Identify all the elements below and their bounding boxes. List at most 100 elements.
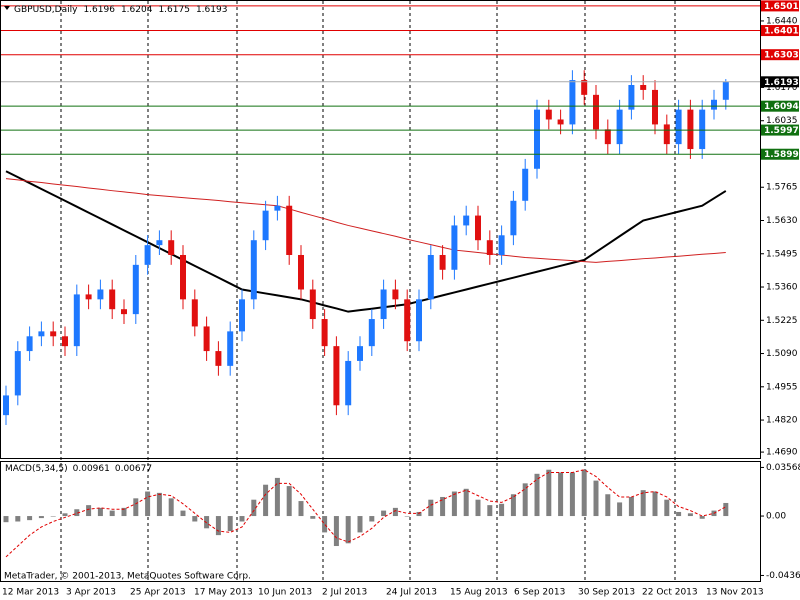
macd-bar — [487, 505, 493, 517]
macd-bar — [404, 516, 410, 517]
candle-body — [545, 109, 552, 120]
level-label-box — [761, 124, 799, 136]
macd-bar — [50, 516, 56, 517]
macd-bar — [593, 480, 599, 517]
y-tick-label: 1.6440 — [766, 16, 798, 26]
y-tick-label: 1.4690 — [766, 448, 798, 458]
candle-body — [62, 336, 68, 347]
moving-average — [5, 170, 727, 313]
macd-bar — [109, 510, 115, 517]
candle-body — [262, 210, 269, 241]
candle-body — [510, 200, 517, 236]
candle-body — [687, 109, 694, 150]
macd-bar — [723, 502, 729, 517]
macd-bar — [27, 516, 33, 521]
macd-header: MACD(5,34,5) 0.00961 0.00677 — [5, 464, 152, 474]
y-tick-label: 1.6170 — [766, 83, 798, 93]
y-tick-label: -0.0436 — [766, 571, 800, 581]
macd-bar — [227, 516, 233, 532]
macd-bar — [428, 499, 434, 517]
macd-value: 0.00961 — [73, 464, 110, 474]
candle-body — [215, 351, 222, 366]
candle-body — [427, 254, 434, 300]
macd-bar — [558, 472, 564, 517]
macd-bar — [640, 490, 646, 517]
macd-bar — [652, 491, 658, 517]
candle-body — [191, 299, 198, 327]
candle-body — [14, 351, 21, 396]
macd-bar — [133, 498, 139, 517]
date-tick-label: 6 Sep 2013 — [514, 588, 565, 598]
date-tick-label: 3 Apr 2013 — [66, 588, 116, 598]
candle-body — [180, 254, 186, 300]
candle-body — [534, 109, 540, 169]
candle-body — [404, 299, 411, 342]
macd-bar — [534, 473, 540, 517]
y-tick-label: 1.5225 — [766, 316, 798, 326]
macd-bar — [74, 509, 80, 517]
candle-body — [286, 205, 293, 255]
candle-body — [203, 326, 210, 352]
y-tick-label: 1.5495 — [766, 249, 798, 259]
macd-bar — [97, 507, 103, 517]
macd-bar — [180, 510, 186, 517]
candle-body — [380, 289, 387, 320]
candle-body — [250, 240, 257, 300]
level-label: 1.6401 — [764, 27, 799, 37]
macd-bar — [322, 516, 328, 533]
candle-body — [239, 299, 245, 332]
candle-body — [368, 319, 375, 347]
macd-bar — [475, 499, 481, 517]
macd-bar — [451, 491, 457, 517]
date-tick-label: 24 Jul 2013 — [386, 588, 437, 598]
header-value: 1.6175 — [158, 5, 190, 15]
macd-bar — [345, 516, 351, 544]
macd-bar — [569, 472, 575, 517]
candle-body — [357, 346, 363, 361]
macd-bar — [381, 510, 387, 517]
macd-bar — [215, 516, 221, 536]
macd-bar — [145, 491, 151, 517]
macd-bar — [251, 499, 257, 517]
candle-body — [569, 80, 576, 125]
macd-bar — [333, 516, 339, 547]
candle-body — [439, 254, 446, 270]
vertical-grid — [60, 1, 676, 581]
macd-bar — [286, 486, 292, 517]
candle-body — [132, 264, 139, 315]
candle-body — [475, 215, 481, 241]
candle-body — [628, 84, 635, 110]
candle-body — [3, 395, 9, 416]
y-tick-label: 0.03568 — [766, 463, 800, 473]
level-label: 1.6501 — [764, 2, 799, 12]
candle-body — [109, 289, 116, 310]
macd-bar — [204, 516, 210, 529]
macd-bar — [62, 513, 68, 517]
candle-body — [97, 289, 104, 300]
candle-body — [486, 240, 493, 255]
macd-value: 0.00677 — [115, 464, 152, 474]
macd-bar — [274, 477, 280, 517]
candle-body — [274, 205, 281, 211]
candle-body — [416, 299, 422, 342]
candle-body — [699, 109, 706, 150]
candle-body — [298, 254, 304, 290]
y-tick-label: 1.4955 — [766, 382, 798, 392]
moving-average — [5, 178, 726, 263]
macd-bar — [310, 516, 316, 519]
y-tick-label: 1.5360 — [766, 283, 798, 293]
y-tick-label: 1.5765 — [766, 183, 798, 193]
macd-bar — [156, 492, 162, 517]
candle-body — [652, 89, 658, 125]
candle-body — [581, 80, 588, 95]
date-tick-label: 17 May 2013 — [194, 588, 253, 598]
date-tick-label: 15 Aug 2013 — [450, 588, 508, 598]
candle-body — [227, 331, 234, 366]
level-label: 1.6094 — [764, 102, 799, 112]
macd-bar — [628, 496, 634, 517]
candle-body — [333, 346, 340, 406]
date-tick-label: 10 Jun 2013 — [258, 588, 312, 598]
level-label-box — [761, 0, 799, 12]
header-value: 1.6196 — [83, 5, 115, 15]
macd-bar — [38, 516, 44, 519]
